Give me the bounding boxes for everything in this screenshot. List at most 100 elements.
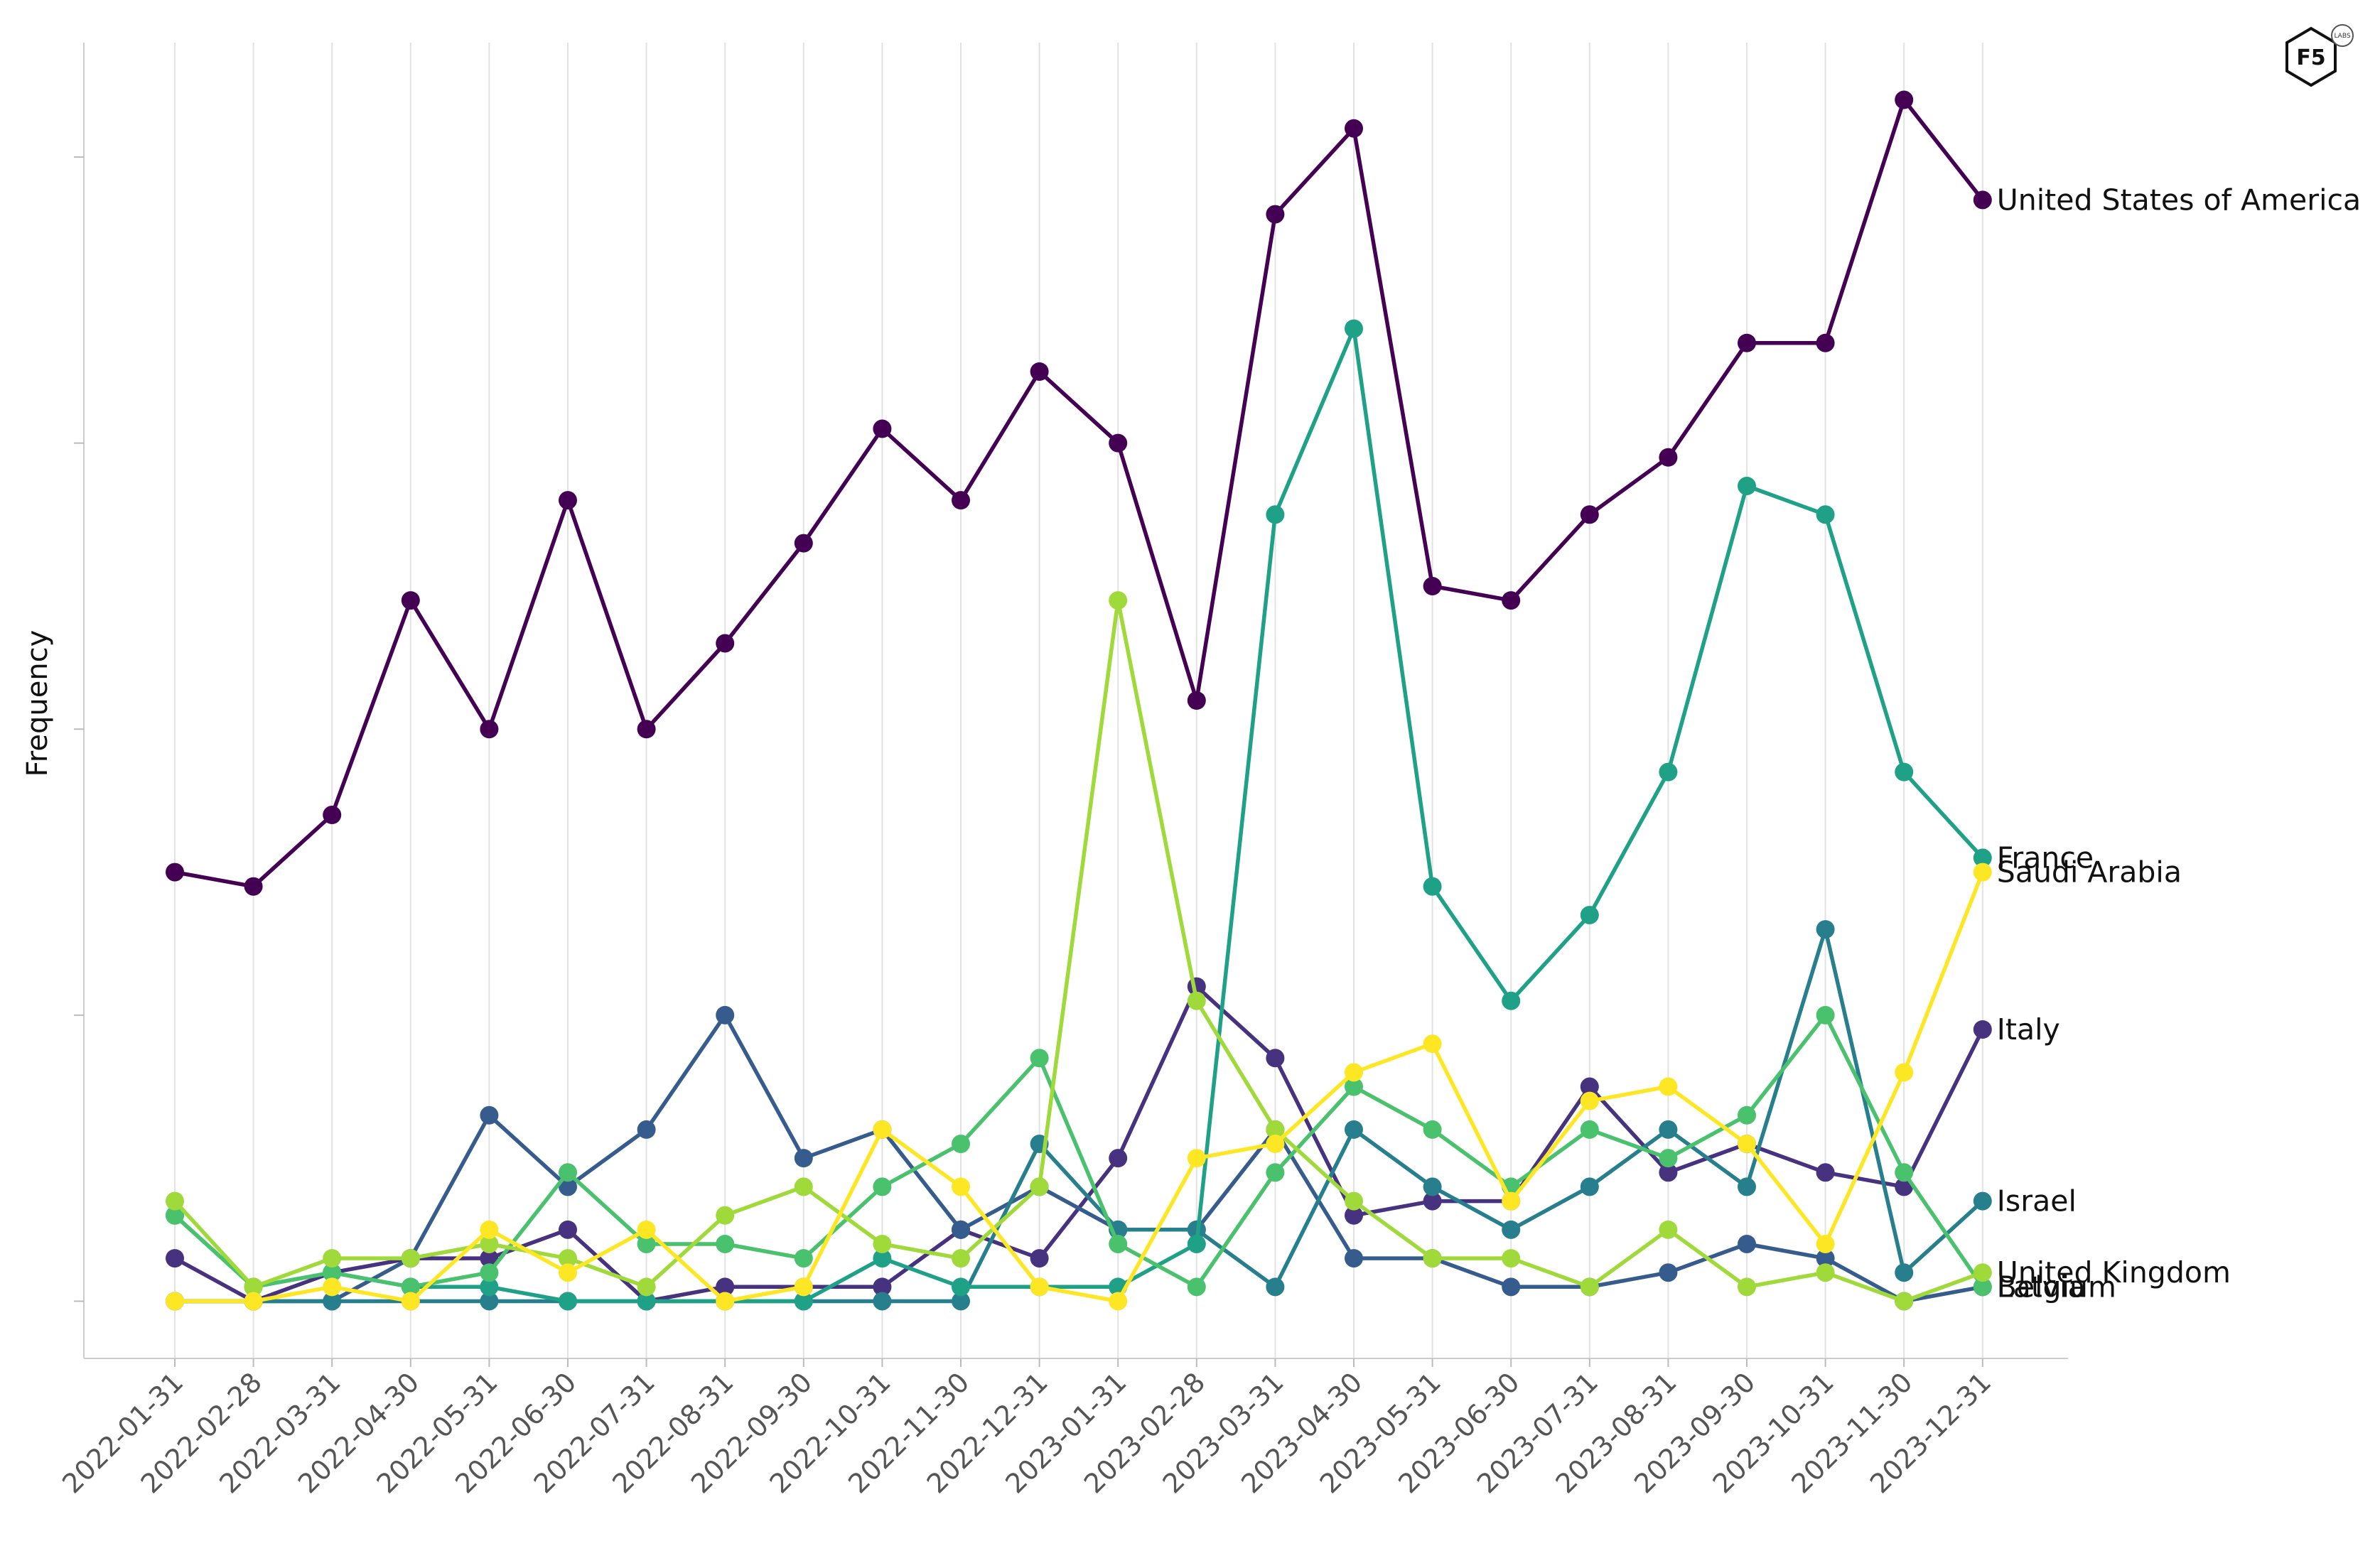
data-point [1187,1234,1206,1253]
data-point [244,877,263,896]
series-united-states-of-america [166,90,1992,896]
data-point [794,1177,813,1196]
data-point [1502,991,1521,1010]
data-point [873,1120,892,1139]
data-point [1502,1277,1521,1297]
data-point [1187,1277,1206,1297]
data-point [1109,1292,1128,1311]
data-point [1659,1263,1678,1282]
data-point [1345,1206,1363,1225]
data-point [1738,333,1756,352]
data-point [716,1234,735,1253]
data-point [480,1249,499,1268]
data-point [952,1277,970,1297]
data-point [1738,1277,1756,1297]
data-point [480,1105,499,1125]
series-line [173,598,1983,1304]
data-point [323,806,342,825]
data-point [1895,1163,1914,1182]
data-point [166,1292,184,1311]
data-point [1109,433,1128,453]
data-point [1973,1277,1992,1297]
data-point [1266,205,1285,224]
data-point [952,1292,970,1311]
data-point [1502,1220,1521,1239]
data-point [1109,1234,1128,1253]
f5-labs-logo: F5 LABS [2285,24,2354,87]
data-point [794,534,813,553]
data-point [873,1292,892,1311]
series-lines [166,90,1992,1311]
data-point [1659,762,1678,782]
data-point [952,1177,970,1196]
data-point [1030,1249,1049,1268]
data-point [1109,1149,1128,1168]
data-point [559,1177,577,1196]
data-point [1580,1077,1599,1096]
data-point [244,1292,263,1311]
series-line [173,1013,1985,1289]
data-point [1266,1049,1285,1068]
data-point [794,1149,813,1168]
data-point [716,1005,735,1024]
data-point [1030,1177,1049,1196]
data-point [1895,762,1914,782]
data-point [1816,1005,1835,1024]
data-point [1030,362,1049,381]
data-point [1580,1120,1599,1139]
data-point [873,1234,892,1253]
data-point [952,1249,970,1268]
data-point [873,419,892,438]
series-italy [166,977,1992,1311]
data-point [1345,1063,1363,1082]
data-point [1423,877,1442,896]
data-point [1580,1177,1599,1196]
data-point [1345,1077,1363,1096]
series-end-label: United States of America [1997,183,2361,217]
series-end-label: France [1997,840,2094,875]
data-point [1345,319,1363,338]
data-point [1502,1249,1521,1268]
data-point [1738,1177,1756,1196]
data-point [1423,1191,1442,1211]
data-point [1973,1191,1992,1211]
data-point [323,1263,342,1282]
data-point [1187,1149,1206,1168]
data-point [1738,1105,1756,1125]
data-point [1502,1191,1521,1211]
data-point [637,1277,656,1297]
data-point [1345,119,1363,138]
series-line [175,1013,1983,1304]
data-point [166,1206,184,1225]
series-line [175,871,1985,1304]
series-end-labels: United States of America Italy Latvia Israe… [1997,183,2361,1304]
data-point [1973,863,1992,882]
data-point [1738,477,1756,496]
data-point [1266,1135,1285,1154]
data-point [1816,1163,1835,1182]
data-point [716,634,735,653]
data-point [794,1249,813,1268]
data-point [1266,1277,1285,1297]
data-point [1659,1077,1678,1096]
data-point [480,720,499,739]
data-point [166,1191,184,1211]
data-point [1973,848,1992,867]
data-point [1659,1220,1678,1239]
data-point [637,1120,656,1139]
data-point [1580,505,1599,524]
data-point [1423,1249,1442,1268]
data-point [323,1249,342,1268]
data-point [559,1263,577,1282]
data-point [1816,1263,1835,1282]
series-end-label: Italy [1997,1012,2060,1047]
logo-text: F5 [2296,45,2325,70]
data-point [401,1292,420,1311]
series-end-label: Belgium [1997,1270,2116,1304]
data-point [952,491,970,510]
data-point [166,863,184,882]
data-point [559,491,577,510]
data-point [1973,190,1992,210]
data-point [1816,1249,1835,1268]
